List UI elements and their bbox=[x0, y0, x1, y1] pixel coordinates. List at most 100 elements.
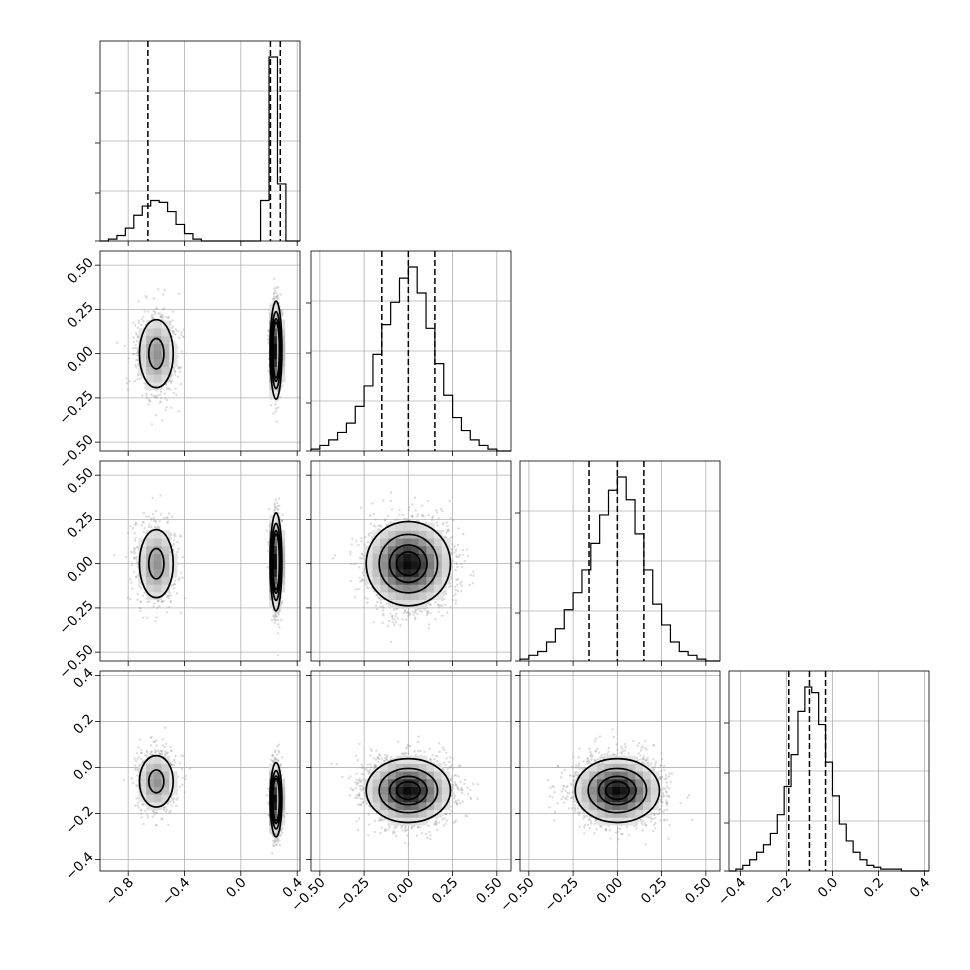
scatter-point bbox=[281, 384, 284, 388]
y-tick-label: 0.50 bbox=[64, 255, 97, 288]
density-cell bbox=[146, 327, 155, 337]
scatter-point bbox=[133, 539, 137, 542]
scatter-point bbox=[267, 342, 270, 345]
scatter-point bbox=[173, 370, 177, 373]
scatter-point bbox=[179, 534, 182, 537]
scatter-point bbox=[161, 313, 164, 317]
scatter-point bbox=[266, 338, 270, 342]
scatter-point bbox=[151, 316, 154, 320]
density-cell bbox=[161, 366, 170, 375]
scatter-point bbox=[174, 387, 177, 390]
scatter-point bbox=[133, 548, 137, 551]
scatter-point bbox=[182, 328, 185, 331]
scatter-point bbox=[169, 599, 173, 603]
density-cell bbox=[146, 343, 155, 352]
scatter-point bbox=[157, 527, 160, 530]
panel-frame bbox=[99, 250, 301, 452]
scatter-point bbox=[145, 396, 149, 400]
scatter-point bbox=[174, 333, 177, 336]
scatter-point bbox=[146, 616, 149, 620]
scatter-point bbox=[135, 575, 138, 578]
density-cell bbox=[161, 327, 170, 337]
scatter-point bbox=[274, 612, 277, 616]
scatter-point bbox=[169, 537, 173, 540]
density-cell bbox=[153, 320, 163, 329]
scatter-point bbox=[135, 333, 138, 336]
scatter-point bbox=[266, 334, 270, 337]
scatter-point bbox=[176, 540, 179, 544]
histogram-panel-3: −0.4 −0.2 0.0 0.2 0.4 bbox=[715, 670, 933, 909]
scatter-point bbox=[165, 406, 168, 409]
scatter-point bbox=[141, 616, 145, 619]
scatter-point bbox=[150, 518, 153, 521]
scatter-point bbox=[146, 310, 150, 313]
scatter-point bbox=[144, 294, 147, 298]
scatter-point bbox=[140, 523, 143, 527]
scatter-point bbox=[177, 410, 180, 413]
panel-row2-col0: −0.50−0.250.000.250.50 bbox=[56, 460, 301, 682]
scatter-point bbox=[182, 335, 185, 338]
scatter-point bbox=[166, 594, 170, 598]
scatter-point bbox=[165, 595, 169, 599]
y-tick-label: 0.25 bbox=[64, 299, 97, 332]
scatter-point bbox=[152, 316, 155, 320]
density-cell bbox=[146, 335, 155, 344]
x-tick-label: −0.2 bbox=[761, 875, 795, 909]
scatter-point bbox=[156, 307, 159, 310]
scatter-point bbox=[180, 350, 184, 353]
scatter-point bbox=[147, 398, 151, 401]
scatter-point bbox=[160, 600, 164, 603]
scatter-point bbox=[158, 520, 161, 523]
scatter-point bbox=[179, 333, 183, 336]
scatter-point bbox=[161, 600, 164, 603]
scatter-point bbox=[154, 526, 157, 530]
scatter-point bbox=[136, 561, 139, 564]
scatter-point bbox=[266, 565, 269, 569]
scatter-point bbox=[275, 291, 278, 295]
histogram-panel-1 bbox=[306, 250, 512, 456]
scatter-point bbox=[154, 306, 158, 310]
scatter-point bbox=[142, 315, 145, 319]
scatter-point bbox=[280, 312, 284, 315]
scatter-point bbox=[159, 513, 163, 516]
density-cell bbox=[153, 366, 163, 375]
density-cell bbox=[153, 351, 163, 360]
scatter-point bbox=[172, 369, 176, 372]
scatter-point bbox=[156, 394, 160, 397]
scatter-point bbox=[136, 598, 139, 601]
scatter-point bbox=[159, 390, 163, 393]
scatter-point bbox=[152, 297, 156, 300]
scatter-point bbox=[153, 526, 157, 529]
scatter-point bbox=[167, 596, 171, 600]
scatter-point bbox=[141, 594, 145, 597]
scatter-point bbox=[181, 576, 184, 580]
scatter-point bbox=[179, 366, 183, 369]
scatter-point bbox=[142, 530, 145, 534]
scatter-point bbox=[276, 507, 279, 510]
scatter-point bbox=[157, 288, 160, 291]
scatter-point bbox=[132, 336, 135, 339]
scatter-point bbox=[136, 326, 140, 329]
scatter-point bbox=[127, 531, 130, 535]
scatter-point bbox=[280, 310, 284, 313]
scatter-point bbox=[125, 382, 129, 385]
scatter-point bbox=[172, 330, 175, 334]
scatter-point bbox=[136, 358, 139, 362]
scatter-point bbox=[148, 600, 151, 603]
scatter-point bbox=[277, 611, 280, 614]
scatter-point bbox=[145, 515, 148, 518]
scatter-point bbox=[161, 293, 165, 296]
scatter-point bbox=[170, 379, 173, 383]
scatter-point bbox=[152, 309, 155, 313]
density-cell bbox=[161, 351, 170, 360]
density-cell bbox=[161, 358, 170, 367]
density-cell bbox=[153, 374, 163, 383]
scatter-point bbox=[168, 592, 171, 595]
scatter-point bbox=[272, 617, 276, 621]
scatter-point bbox=[162, 517, 166, 520]
scatter-point bbox=[267, 541, 270, 544]
scatter-point bbox=[169, 584, 173, 587]
scatter-point bbox=[157, 312, 160, 315]
scatter-point bbox=[273, 508, 277, 512]
scatter-point bbox=[129, 550, 133, 554]
